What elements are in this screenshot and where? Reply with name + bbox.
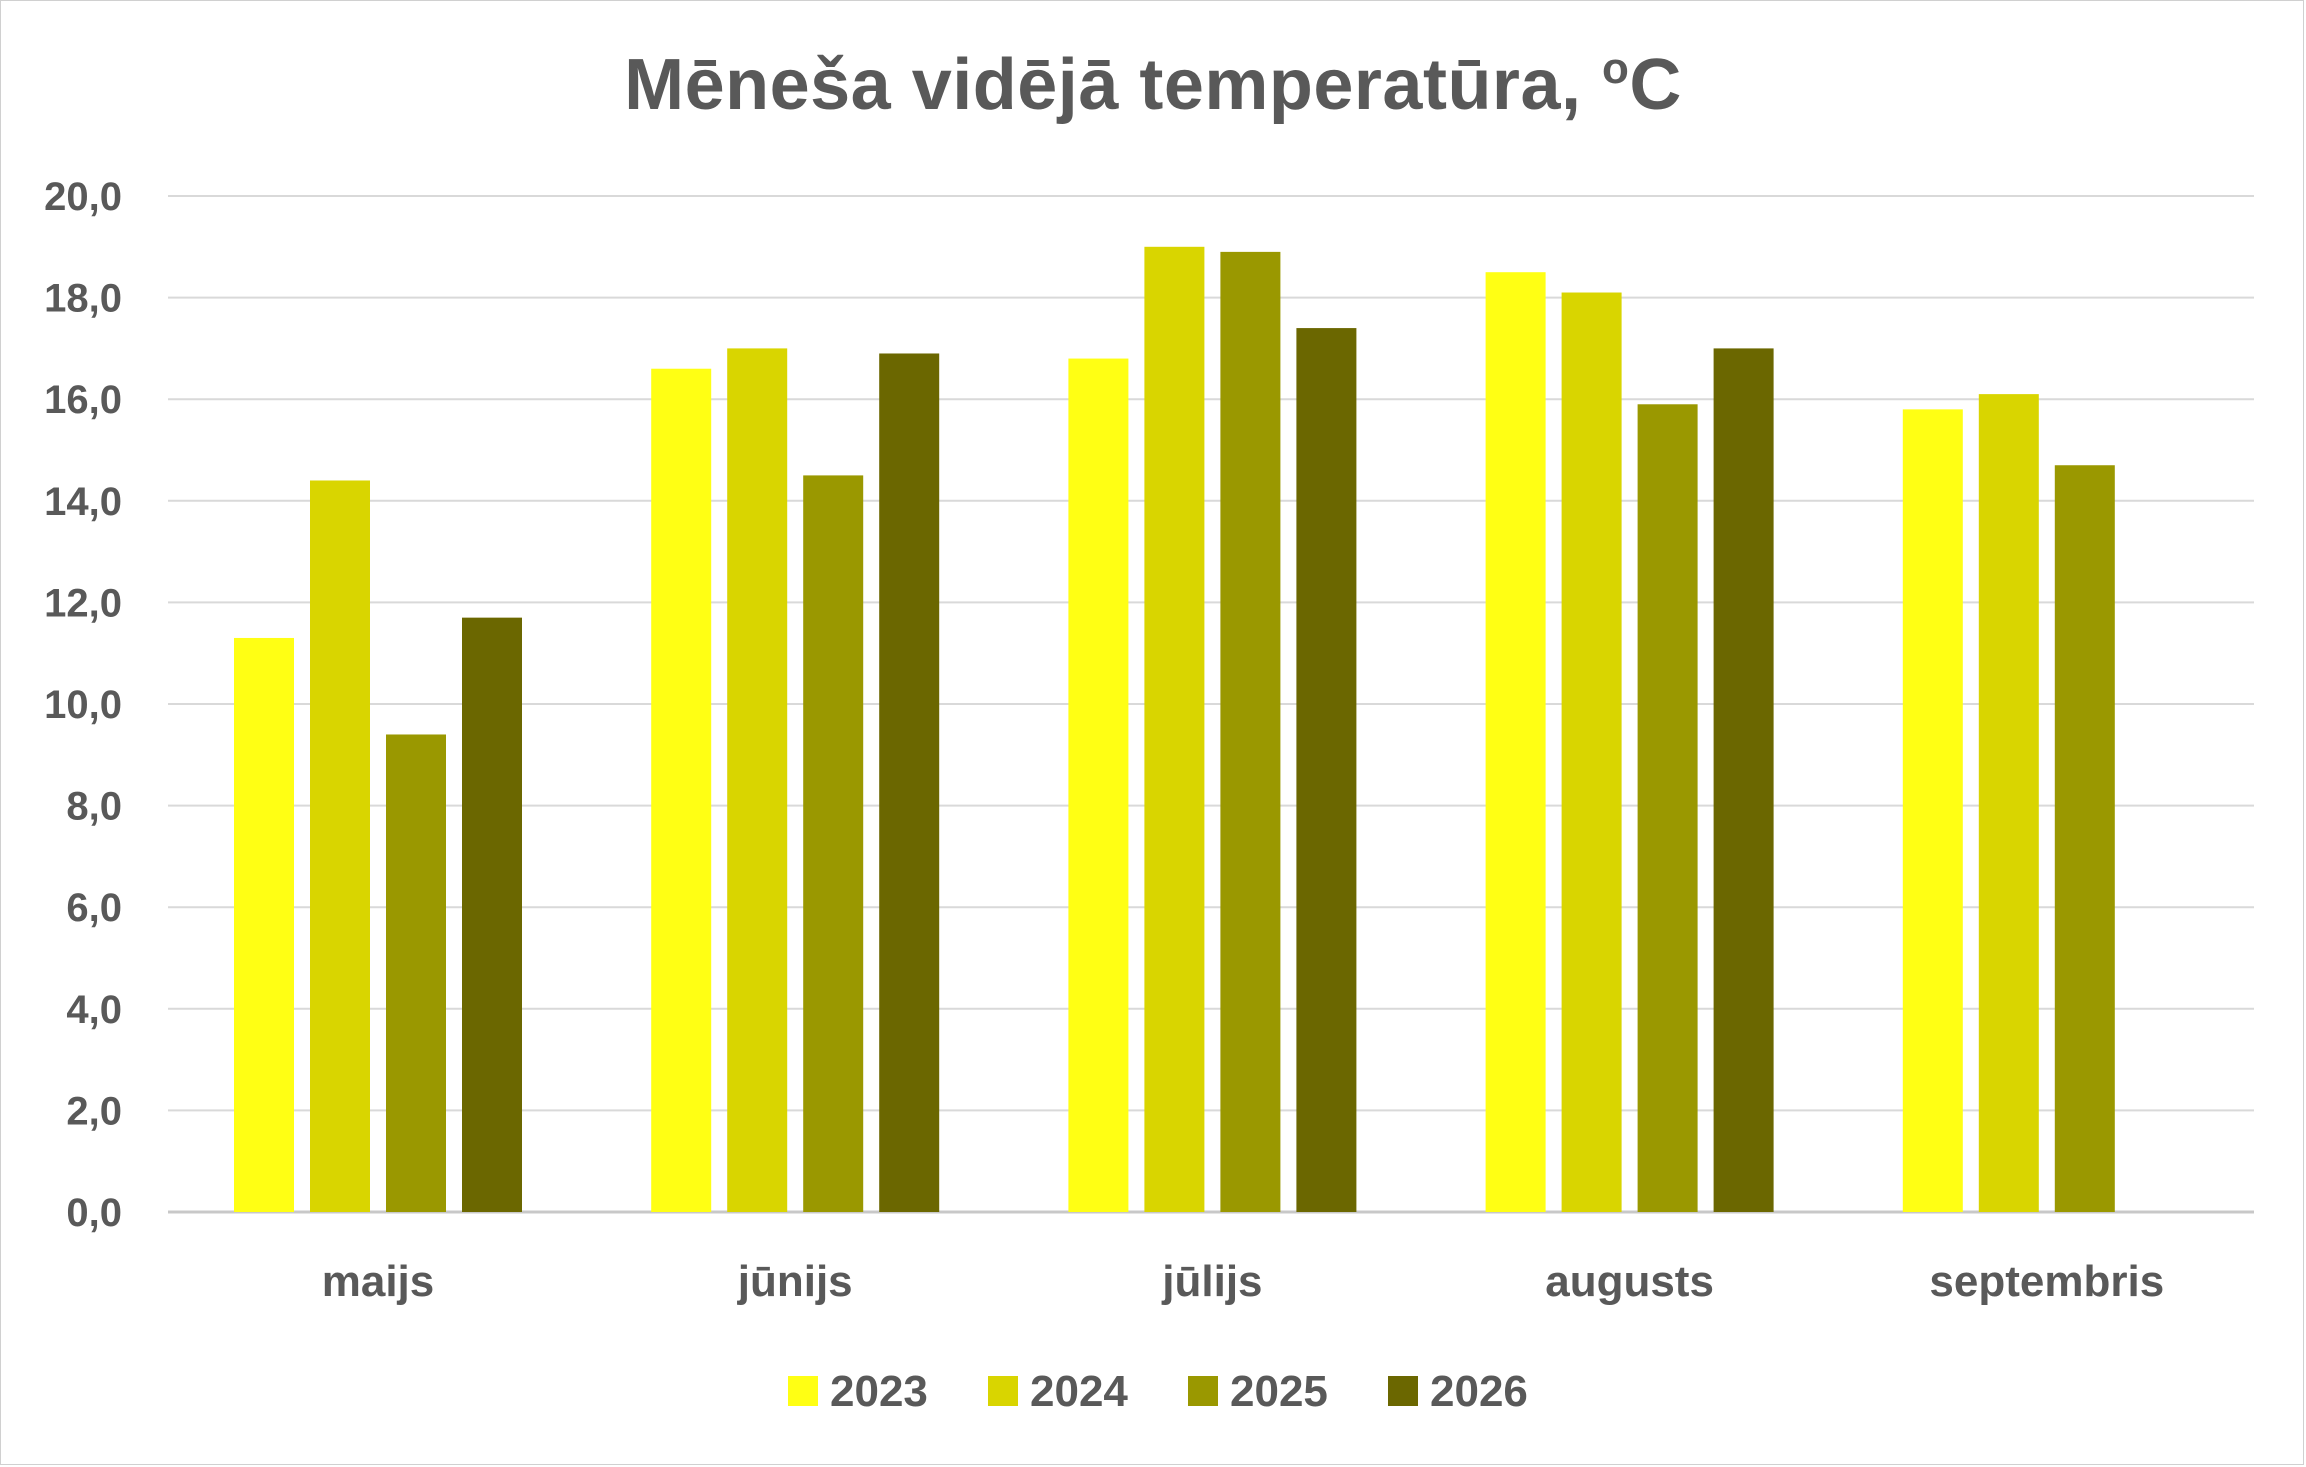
y-tick-label: 12,0	[44, 581, 122, 625]
bar-2023-septembris	[1902, 409, 1963, 1212]
legend-label-2025: 2025	[1230, 1367, 1328, 1416]
bar-2023-augusts	[1485, 272, 1546, 1212]
bar-2024-jūlijs	[1144, 246, 1205, 1213]
y-tick-label: 4,0	[66, 988, 122, 1032]
legend-label-2024: 2024	[1030, 1367, 1128, 1416]
legend-swatch-2026	[1388, 1376, 1418, 1406]
legend-swatch-2023	[788, 1376, 818, 1406]
bar-2025-septembris	[2054, 465, 2115, 1212]
legend-label-2026: 2026	[1430, 1367, 1528, 1416]
x-tick-label: maijs	[322, 1257, 435, 1306]
bar-2026-jūnijs	[879, 353, 940, 1213]
legend-swatch-2024	[988, 1376, 1018, 1406]
bars	[234, 246, 2115, 1213]
legend: 2023 2024 2025 2026	[788, 1367, 1528, 1416]
bar-2024-jūnijs	[727, 348, 788, 1212]
chart-title: Mēneša vidējā temperatūra, oC	[0, 44, 2306, 126]
bar-2025-maijs	[386, 734, 446, 1212]
y-tick-label: 18,0	[44, 277, 122, 321]
bar-2023-jūnijs	[651, 368, 712, 1213]
bar-2023-jūlijs	[1068, 358, 1129, 1212]
y-tick-label: 6,0	[66, 886, 122, 930]
x-tick-label: augusts	[1545, 1257, 1714, 1306]
x-tick-label: septembris	[1929, 1257, 2164, 1306]
y-tick-label: 10,0	[44, 683, 122, 727]
bar-2026-augusts	[1713, 348, 1774, 1212]
bar-2023-maijs	[234, 637, 294, 1212]
bar-2025-jūlijs	[1220, 251, 1281, 1212]
chart-title-unit-sup: o	[1602, 44, 1630, 93]
x-tick-label: jūnijs	[737, 1257, 853, 1306]
y-tick-label: 14,0	[44, 480, 122, 524]
bar-2026-jūlijs	[1296, 328, 1357, 1213]
bar-2025-augusts	[1637, 404, 1698, 1212]
x-axis-ticks: maijs jūnijs jūlijs augusts septembris	[322, 1257, 2164, 1306]
bar-2024-augusts	[1561, 292, 1622, 1212]
bar-2025-jūnijs	[803, 475, 864, 1212]
chart-title-unit: C	[1629, 45, 1682, 125]
y-tick-label: 0,0	[66, 1191, 122, 1235]
y-tick-label: 16,0	[44, 378, 122, 422]
y-tick-label: 2,0	[66, 1089, 122, 1133]
chart-title-text: Mēneša vidējā temperatūra,	[624, 45, 1602, 125]
bar-2026-maijs	[462, 617, 522, 1212]
legend-label-2023: 2023	[830, 1367, 928, 1416]
bar-2024-maijs	[310, 480, 370, 1213]
legend-swatch-2025	[1188, 1376, 1218, 1406]
y-tick-label: 8,0	[66, 785, 122, 829]
bar-2024-septembris	[1978, 394, 2039, 1212]
y-tick-label: 20,0	[44, 175, 122, 219]
x-tick-label: jūlijs	[1161, 1257, 1262, 1306]
y-axis-ticks: 0,0 2,0 4,0 6,0 8,0 10,0 12,0 14,0 16,0 18,0 20,0	[44, 175, 122, 1235]
